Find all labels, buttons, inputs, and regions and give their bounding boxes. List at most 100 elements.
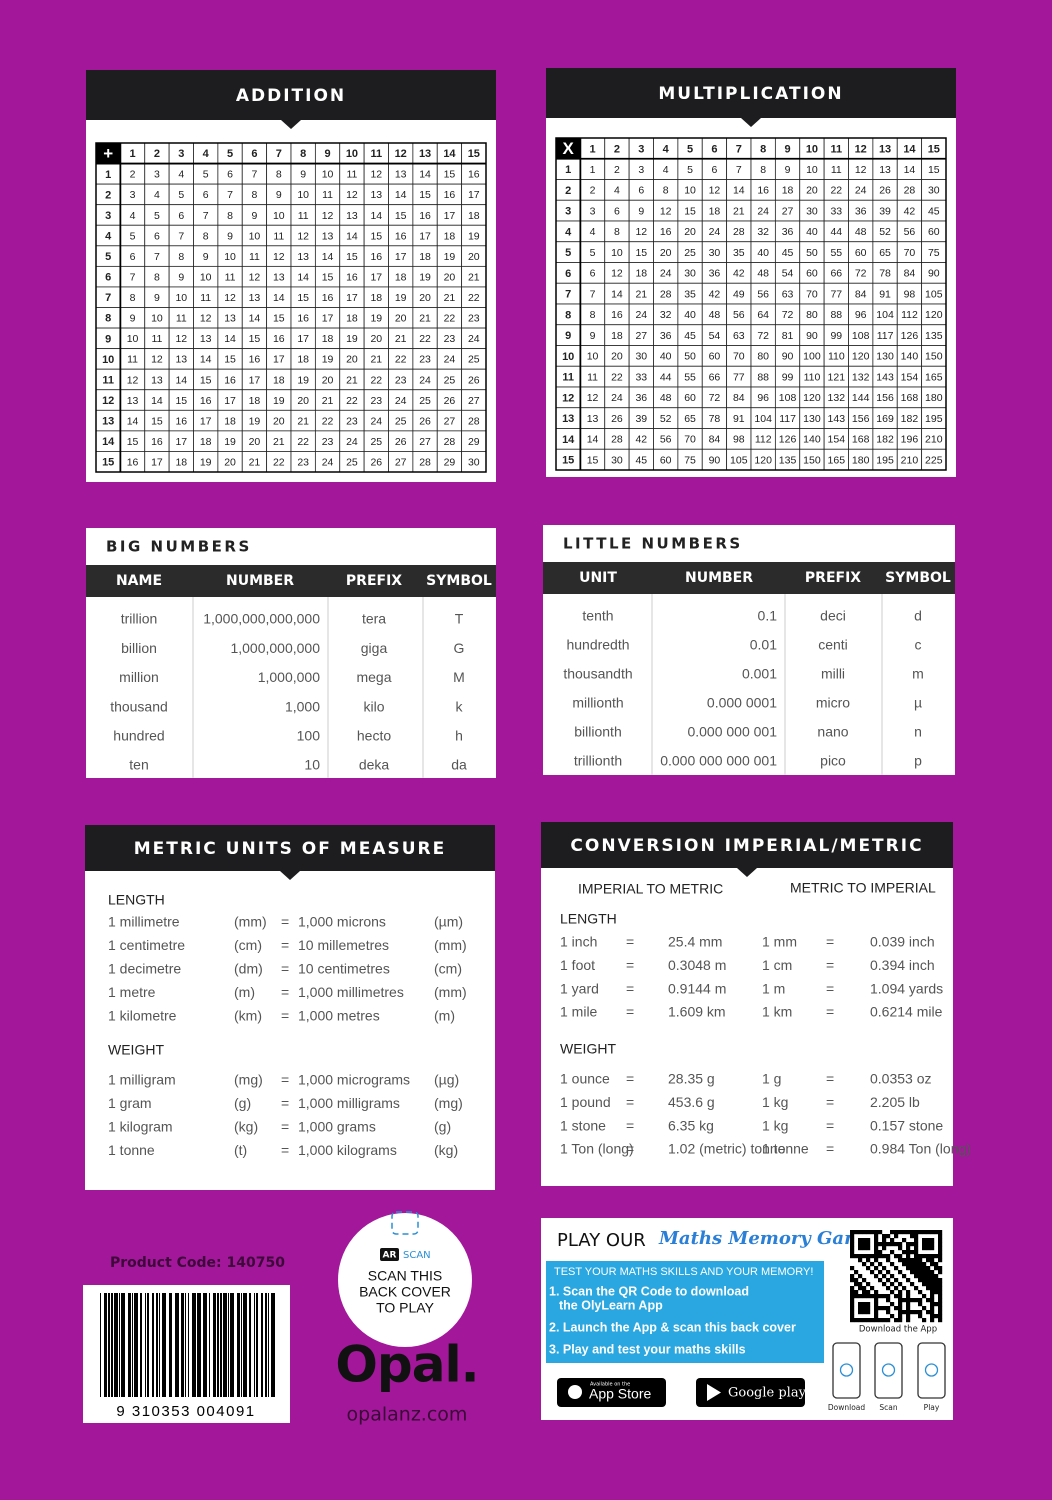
qr-module bbox=[862, 1294, 867, 1299]
qr-module bbox=[914, 1262, 919, 1267]
barcode-bar bbox=[197, 1293, 201, 1397]
metric-cell: = bbox=[281, 1072, 289, 1088]
promo-step: 1. Scan the QR Code to download bbox=[549, 1284, 749, 1298]
qr-module bbox=[934, 1278, 939, 1283]
qr-module bbox=[926, 1230, 931, 1235]
grid-value: 6 bbox=[590, 268, 596, 280]
qr-module bbox=[858, 1306, 863, 1311]
grid-value: 13 bbox=[224, 313, 236, 325]
grid-value: 156 bbox=[876, 392, 894, 404]
table-cell: hecto bbox=[357, 728, 391, 744]
grid-value: 50 bbox=[684, 351, 696, 363]
qr-module bbox=[858, 1246, 863, 1251]
table-cell: m bbox=[912, 666, 924, 682]
grid-value: 8 bbox=[203, 230, 209, 242]
grid-value: 168 bbox=[852, 434, 870, 446]
grid-value: 130 bbox=[803, 413, 821, 425]
grid-value: 21 bbox=[635, 288, 647, 300]
conversion-cell: = bbox=[826, 957, 834, 973]
qr-module bbox=[914, 1254, 919, 1259]
grid-value: 27 bbox=[395, 457, 407, 469]
grid-header: 11 bbox=[102, 374, 114, 386]
qr-module bbox=[906, 1278, 911, 1283]
grid-value: 60 bbox=[684, 392, 696, 404]
grid-value: 16 bbox=[346, 271, 358, 283]
qr-module bbox=[914, 1230, 919, 1235]
qr-module bbox=[938, 1314, 943, 1319]
grid-value: 27 bbox=[782, 205, 794, 217]
qr-module bbox=[930, 1286, 935, 1291]
qr-module bbox=[914, 1270, 919, 1275]
grid-value: 10 bbox=[611, 247, 623, 259]
barcode-bar bbox=[241, 1293, 242, 1397]
column-header: NUMBER bbox=[685, 570, 753, 586]
qr-module bbox=[926, 1298, 931, 1303]
table-cell: billion bbox=[121, 640, 157, 656]
grid-value: 120 bbox=[803, 392, 821, 404]
grid-value: 12 bbox=[855, 164, 867, 176]
scan-instruction: SCAN THIS bbox=[368, 1268, 442, 1284]
grid-value: 11 bbox=[273, 230, 284, 242]
grid-value: 16 bbox=[273, 333, 285, 345]
qr-module bbox=[878, 1278, 883, 1283]
grid-header: 15 bbox=[468, 148, 480, 160]
grid-value: 7 bbox=[130, 271, 136, 283]
grid-value: 84 bbox=[733, 392, 745, 404]
metric-cell: = bbox=[281, 1119, 289, 1135]
promo-play-our: PLAY OUR bbox=[557, 1230, 646, 1251]
barcode-bar bbox=[192, 1293, 196, 1397]
qr-module bbox=[906, 1318, 911, 1323]
qr-module bbox=[938, 1270, 943, 1275]
grid-header: 3 bbox=[638, 143, 644, 155]
grid-value: 14 bbox=[224, 333, 236, 345]
grid-header: 2 bbox=[105, 189, 111, 201]
metric-cell: 1 gram bbox=[108, 1095, 152, 1111]
grid-value: 16 bbox=[611, 309, 623, 321]
grid-value: 16 bbox=[175, 415, 187, 427]
grid-value: 9 bbox=[130, 313, 136, 325]
grid-value: 100 bbox=[803, 351, 821, 363]
grid-value: 225 bbox=[925, 454, 943, 466]
grid-value: 23 bbox=[370, 395, 382, 407]
grid-value: 20 bbox=[806, 185, 818, 197]
barcode-bar bbox=[108, 1293, 110, 1397]
grid-value: 26 bbox=[370, 457, 382, 469]
table-cell: 0.001 bbox=[742, 666, 777, 682]
grid-value: 60 bbox=[660, 454, 672, 466]
grid-value: 28 bbox=[468, 415, 480, 427]
qr-module bbox=[910, 1298, 915, 1303]
qr-module bbox=[906, 1258, 911, 1263]
qr-module bbox=[882, 1242, 887, 1247]
qr-module bbox=[910, 1266, 915, 1271]
grid-value: 120 bbox=[852, 351, 870, 363]
qr-module bbox=[850, 1230, 855, 1235]
qr-module bbox=[930, 1246, 935, 1251]
grid-value: 11 bbox=[225, 271, 236, 283]
grid-value: 6 bbox=[178, 210, 184, 222]
metric-cell: 1 kilometre bbox=[108, 1008, 177, 1024]
qr-module bbox=[874, 1238, 879, 1243]
qr-module bbox=[890, 1314, 895, 1319]
grid-value: 19 bbox=[395, 292, 407, 304]
qr-module bbox=[874, 1274, 879, 1279]
qr-module bbox=[918, 1266, 923, 1271]
grid-value: 3 bbox=[590, 205, 596, 217]
grid-value: 11 bbox=[298, 210, 309, 222]
barcode-bar bbox=[256, 1293, 258, 1397]
conversion-cell: = bbox=[826, 980, 834, 996]
qr-module bbox=[938, 1254, 943, 1259]
grid-value: 9 bbox=[638, 205, 644, 217]
grid-header: 6 bbox=[565, 268, 571, 280]
table-cell: nano bbox=[817, 724, 848, 740]
barcode-bar bbox=[188, 1293, 189, 1397]
qr-module bbox=[898, 1254, 903, 1259]
grid-value: 18 bbox=[322, 333, 334, 345]
barcode-bar bbox=[237, 1293, 240, 1397]
qr-module bbox=[862, 1290, 867, 1295]
qr-module bbox=[894, 1234, 899, 1239]
qr-module bbox=[890, 1238, 895, 1243]
grid-value: 195 bbox=[876, 454, 894, 466]
grid-value: 180 bbox=[925, 392, 943, 404]
grid-value: 30 bbox=[635, 351, 647, 363]
barcode-bar bbox=[265, 1293, 267, 1397]
